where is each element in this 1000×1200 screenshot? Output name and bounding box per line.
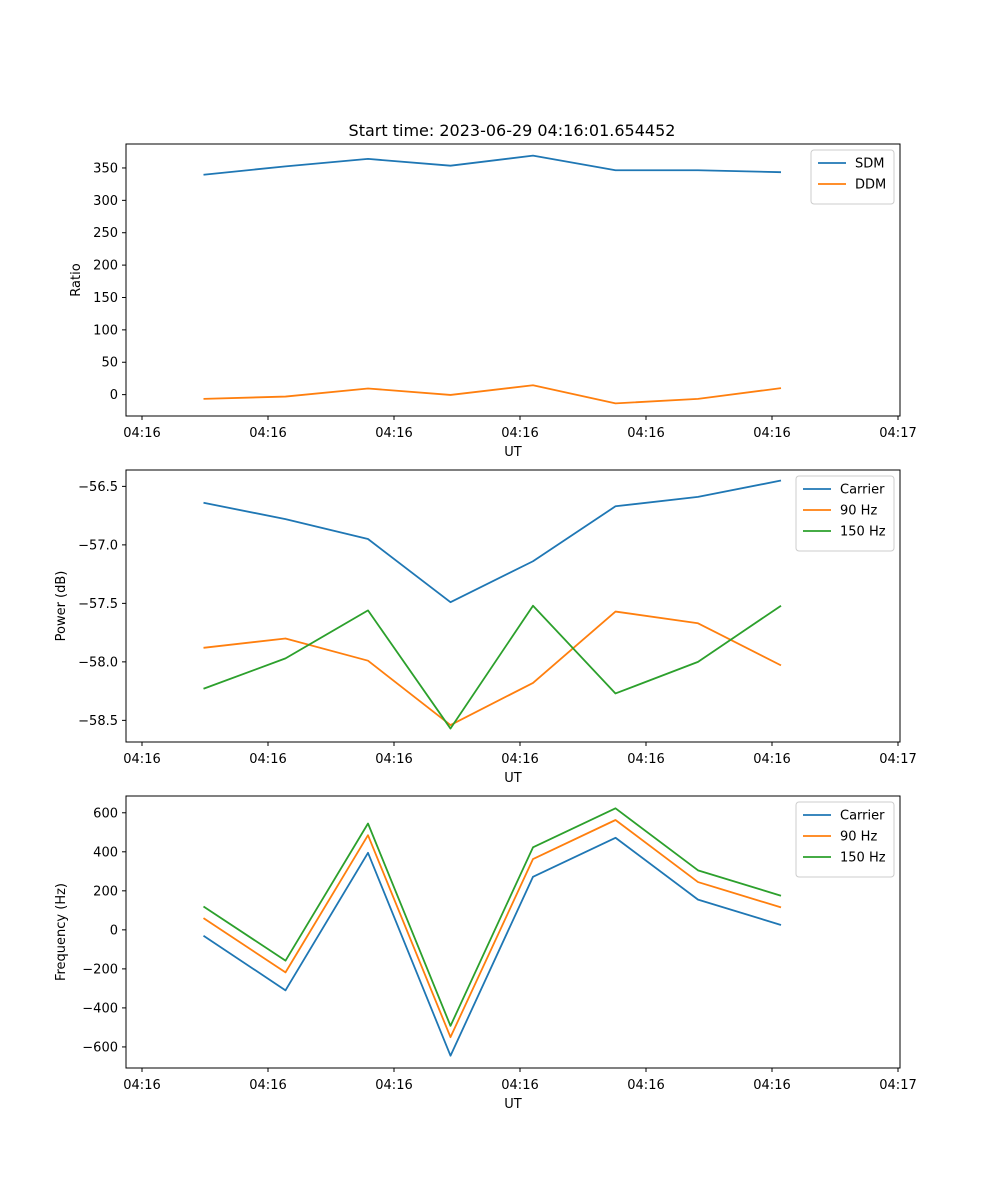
y-tick-label: 300 <box>93 194 118 209</box>
legend-label: Carrier <box>840 809 885 824</box>
series-line-sdm <box>203 154 782 176</box>
x-tick-label: 04:17 <box>879 1078 916 1093</box>
axes-frame <box>125 143 901 417</box>
legend-label: SDM <box>855 157 884 172</box>
x-tick-label: 04:16 <box>375 426 412 441</box>
y-tick-label: −58.0 <box>78 655 118 670</box>
legend-label: 150 Hz <box>840 525 886 540</box>
chart-panel-1: 04:16 04:16 04:16 04:16 04:16 04:16 04:17 UT 0 50… <box>69 143 917 460</box>
y-tick-label: 150 <box>93 291 118 306</box>
series-line-150-hz <box>203 807 782 1027</box>
y-tick-label: −58.5 <box>78 714 118 729</box>
x-tick-label: 04:16 <box>753 752 790 767</box>
legend-label: 90 Hz <box>840 830 877 845</box>
chart-panel-3: 04:16 04:16 04:16 04:16 04:16 04:16 04:17 UT −60… <box>54 795 917 1112</box>
series-line-carrier <box>203 836 782 1057</box>
chart-panels: 04:16 04:16 04:16 04:16 04:16 04:16 04:17 UT 0 50… <box>54 143 917 1112</box>
x-tick-label: 04:16 <box>123 752 160 767</box>
y-axis-label: Ratio <box>69 263 84 296</box>
x-axis-label: UT <box>504 445 522 460</box>
x-tick-label: 04:16 <box>123 1078 160 1093</box>
x-tick-label: 04:16 <box>501 426 538 441</box>
legend-label: 150 Hz <box>840 851 886 866</box>
y-tick-label: 200 <box>93 259 118 274</box>
axes-frame <box>125 469 901 743</box>
x-tick-label: 04:17 <box>879 426 916 441</box>
figure-title: Start time: 2023-06-29 04:16:01.654452 <box>349 121 676 140</box>
legend-label: Carrier <box>840 483 885 498</box>
y-axis-label: Power (dB) <box>54 571 69 642</box>
y-axis-label: Frequency (Hz) <box>54 883 69 981</box>
y-tick-label: −200 <box>82 962 118 977</box>
y-tick-label: 0 <box>110 923 118 938</box>
x-axis-label: UT <box>504 771 522 786</box>
series-line-carrier <box>203 479 782 604</box>
y-tick-label: −56.5 <box>78 480 118 495</box>
legend: Carrier 90 Hz 150 Hz <box>795 801 895 878</box>
axes-frame <box>125 795 901 1069</box>
y-tick-label: 400 <box>93 845 118 860</box>
y-tick-label: 200 <box>93 884 118 899</box>
chart-panel-2: 04:16 04:16 04:16 04:16 04:16 04:16 04:17 UT −58… <box>54 469 917 786</box>
y-tick-label: −57.0 <box>78 538 118 553</box>
y-tick-label: 0 <box>110 388 118 403</box>
series-line-90-hz <box>203 610 782 726</box>
y-tick-label: −600 <box>82 1040 118 1055</box>
x-tick-label: 04:16 <box>123 426 160 441</box>
y-tick-label: 600 <box>93 806 118 821</box>
legend-box <box>795 475 895 552</box>
legend-box <box>795 801 895 878</box>
x-tick-label: 04:16 <box>627 426 664 441</box>
x-tick-label: 04:16 <box>753 1078 790 1093</box>
x-axis-label: UT <box>504 1097 522 1112</box>
series-line-ddm <box>203 384 782 405</box>
x-tick-label: 04:16 <box>753 426 790 441</box>
y-tick-label: 250 <box>93 226 118 241</box>
y-tick-label: 100 <box>93 323 118 338</box>
legend: Carrier 90 Hz 150 Hz <box>795 475 895 552</box>
series-line-150-hz <box>203 604 782 730</box>
x-tick-label: 04:16 <box>375 1078 412 1093</box>
x-tick-label: 04:16 <box>249 426 286 441</box>
y-tick-label: −400 <box>82 1001 118 1016</box>
y-tick-label: −57.5 <box>78 597 118 612</box>
x-tick-label: 04:16 <box>627 1078 664 1093</box>
x-tick-label: 04:16 <box>249 752 286 767</box>
x-tick-label: 04:16 <box>627 752 664 767</box>
y-tick-label: 350 <box>93 161 118 176</box>
series-line-90-hz <box>203 819 782 1039</box>
x-tick-label: 04:17 <box>879 752 916 767</box>
legend-label: 90 Hz <box>840 504 877 519</box>
x-tick-label: 04:16 <box>501 752 538 767</box>
x-tick-label: 04:16 <box>501 1078 538 1093</box>
y-tick-label: 50 <box>101 356 118 371</box>
legend: SDM DDM <box>810 149 895 205</box>
legend-label: DDM <box>855 178 886 193</box>
x-tick-label: 04:16 <box>375 752 412 767</box>
x-tick-label: 04:16 <box>249 1078 286 1093</box>
